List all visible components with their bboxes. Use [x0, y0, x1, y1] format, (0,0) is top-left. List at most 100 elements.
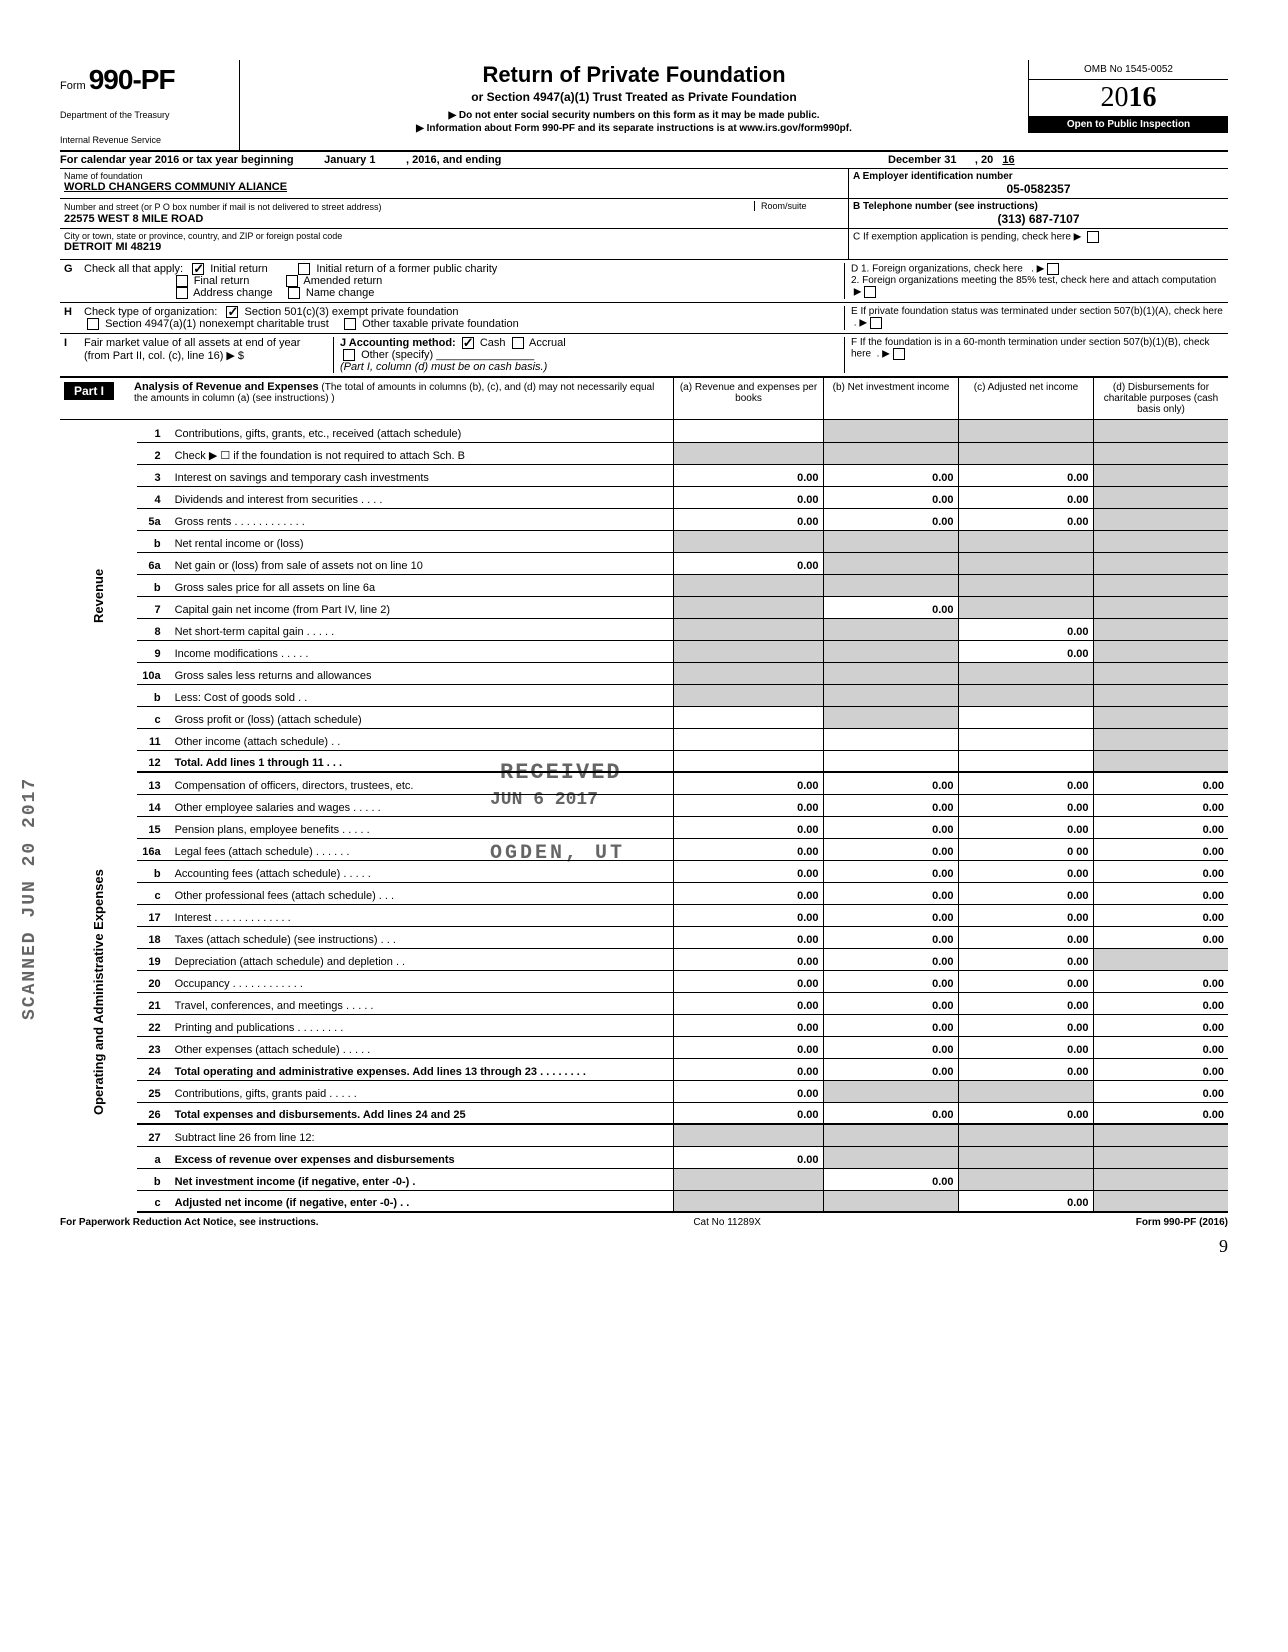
line-value: [673, 618, 823, 640]
d2-checkbox[interactable]: [864, 286, 876, 298]
h-501c3-checkbox[interactable]: [226, 306, 238, 318]
city-state-zip: DETROIT MI 48219: [64, 241, 844, 253]
page-number: 9: [60, 1236, 1228, 1257]
line-value: [823, 442, 958, 464]
line-number: c: [137, 882, 171, 904]
line-description: Net short-term capital gain . . . . .: [171, 618, 673, 640]
line-value: [823, 530, 958, 552]
line-value: 0.00: [673, 860, 823, 882]
h-opt3: Other taxable private foundation: [362, 318, 519, 330]
e-checkbox[interactable]: [870, 317, 882, 329]
h-4947-checkbox[interactable]: [87, 318, 99, 330]
line-number: 3: [137, 464, 171, 486]
line-value: 0.00: [673, 1146, 823, 1168]
line-value: 0.00: [673, 1014, 823, 1036]
omb-number: OMB No 1545-0052: [1029, 60, 1228, 80]
d1-checkbox[interactable]: [1047, 263, 1059, 275]
line-value: [1093, 662, 1228, 684]
main-title: Return of Private Foundation: [248, 62, 1020, 88]
g-address-change-checkbox[interactable]: [176, 287, 188, 299]
scanned-stamp: SCANNED JUN 20 2017: [20, 777, 40, 1020]
letter-h: H: [64, 306, 84, 330]
line-value: 0.00: [1093, 1080, 1228, 1102]
f-checkbox[interactable]: [893, 348, 905, 360]
line-value: [958, 706, 1093, 728]
line-value: 0.00: [958, 508, 1093, 530]
instr-ssn: ▶ Do not enter social security numbers o…: [248, 110, 1020, 121]
line-value: [1093, 706, 1228, 728]
section-i: I Fair market value of all assets at end…: [60, 334, 1228, 378]
received-stamp: RECEIVED: [500, 760, 622, 785]
j-cash-checkbox[interactable]: [462, 337, 474, 349]
line-value: 0.00: [823, 794, 958, 816]
line-value: 0.00: [958, 970, 1093, 992]
line-value: 0.00: [1093, 1036, 1228, 1058]
line-number: 11: [137, 728, 171, 750]
line-number: b: [137, 684, 171, 706]
foundation-name: WORLD CHANGERS COMMUNIY ALIANCE: [64, 181, 844, 193]
line-value: [1093, 1146, 1228, 1168]
j-note: (Part I, column (d) must be on cash basi…: [340, 361, 547, 373]
line-value: [1093, 464, 1228, 486]
line-value: [823, 706, 958, 728]
line-value: 0.00: [958, 640, 1093, 662]
line-value: [958, 1146, 1093, 1168]
d2-label: 2. Foreign organizations meeting the 85%…: [851, 275, 1216, 286]
cal-end: December 31: [888, 154, 957, 166]
dept-treasury: Department of the Treasury: [60, 110, 223, 121]
line-description: Occupancy . . . . . . . . . . . .: [171, 970, 673, 992]
d1-label: D 1. Foreign organizations, check here: [851, 263, 1023, 274]
exemption-checkbox[interactable]: [1087, 231, 1099, 243]
g-name-change-checkbox[interactable]: [288, 287, 300, 299]
line-value: [958, 750, 1093, 772]
line-value: 0.00: [958, 1014, 1093, 1036]
line-value: [1093, 574, 1228, 596]
line-value: 0.00: [823, 1058, 958, 1080]
line-value: 0.00: [823, 1014, 958, 1036]
line-description: Contributions, gifts, grants, etc., rece…: [171, 420, 673, 442]
line-value: [823, 728, 958, 750]
j-label: J Accounting method:: [340, 337, 456, 349]
line-value: 0.00: [673, 904, 823, 926]
line-value: 0.00: [958, 816, 1093, 838]
line-value: 0.00: [673, 882, 823, 904]
line-value: [958, 530, 1093, 552]
title-box: Return of Private Foundation or Section …: [240, 60, 1028, 136]
line-value: 0.00: [958, 1102, 1093, 1124]
line-value: 0.00: [823, 860, 958, 882]
line-value: 0.00: [823, 508, 958, 530]
g-former-charity-checkbox[interactable]: [298, 263, 310, 275]
line-number: b: [137, 574, 171, 596]
line-number: b: [137, 530, 171, 552]
expenses-side-label: Operating and Administrative Expenses: [60, 772, 137, 1212]
g-initial-return-checkbox[interactable]: [192, 263, 204, 275]
line-value: [1093, 1190, 1228, 1212]
col-c-header: (c) Adjusted net income: [958, 378, 1093, 419]
line-value: [673, 442, 823, 464]
line-value: 0.00: [958, 464, 1093, 486]
g-amended-checkbox[interactable]: [286, 275, 298, 287]
year-bold: 16: [1129, 82, 1157, 113]
line-value: 0.00: [958, 772, 1093, 794]
cal-text: For calendar year 2016 or tax year begin…: [60, 154, 294, 166]
h-label: Check type of organization:: [84, 306, 217, 318]
line-description: Interest . . . . . . . . . . . . .: [171, 904, 673, 926]
line-number: 5a: [137, 508, 171, 530]
line-value: [958, 596, 1093, 618]
j-other-checkbox[interactable]: [343, 349, 355, 361]
line-value: 0.00: [673, 926, 823, 948]
j-accrual-checkbox[interactable]: [512, 337, 524, 349]
g-final-return-checkbox[interactable]: [176, 275, 188, 287]
line-description: Contributions, gifts, grants paid . . . …: [171, 1080, 673, 1102]
line-number: 15: [137, 816, 171, 838]
line-number: 12: [137, 750, 171, 772]
line-value: [823, 684, 958, 706]
line-value: 0.00: [1093, 816, 1228, 838]
h-other-checkbox[interactable]: [344, 318, 356, 330]
page-footer: For Paperwork Reduction Act Notice, see …: [60, 1213, 1228, 1228]
line-description: Net rental income or (loss): [171, 530, 673, 552]
line-value: [958, 420, 1093, 442]
line-description: Travel, conferences, and meetings . . . …: [171, 992, 673, 1014]
line-value: 0.00: [673, 816, 823, 838]
line-description: Pension plans, employee benefits . . . .…: [171, 816, 673, 838]
